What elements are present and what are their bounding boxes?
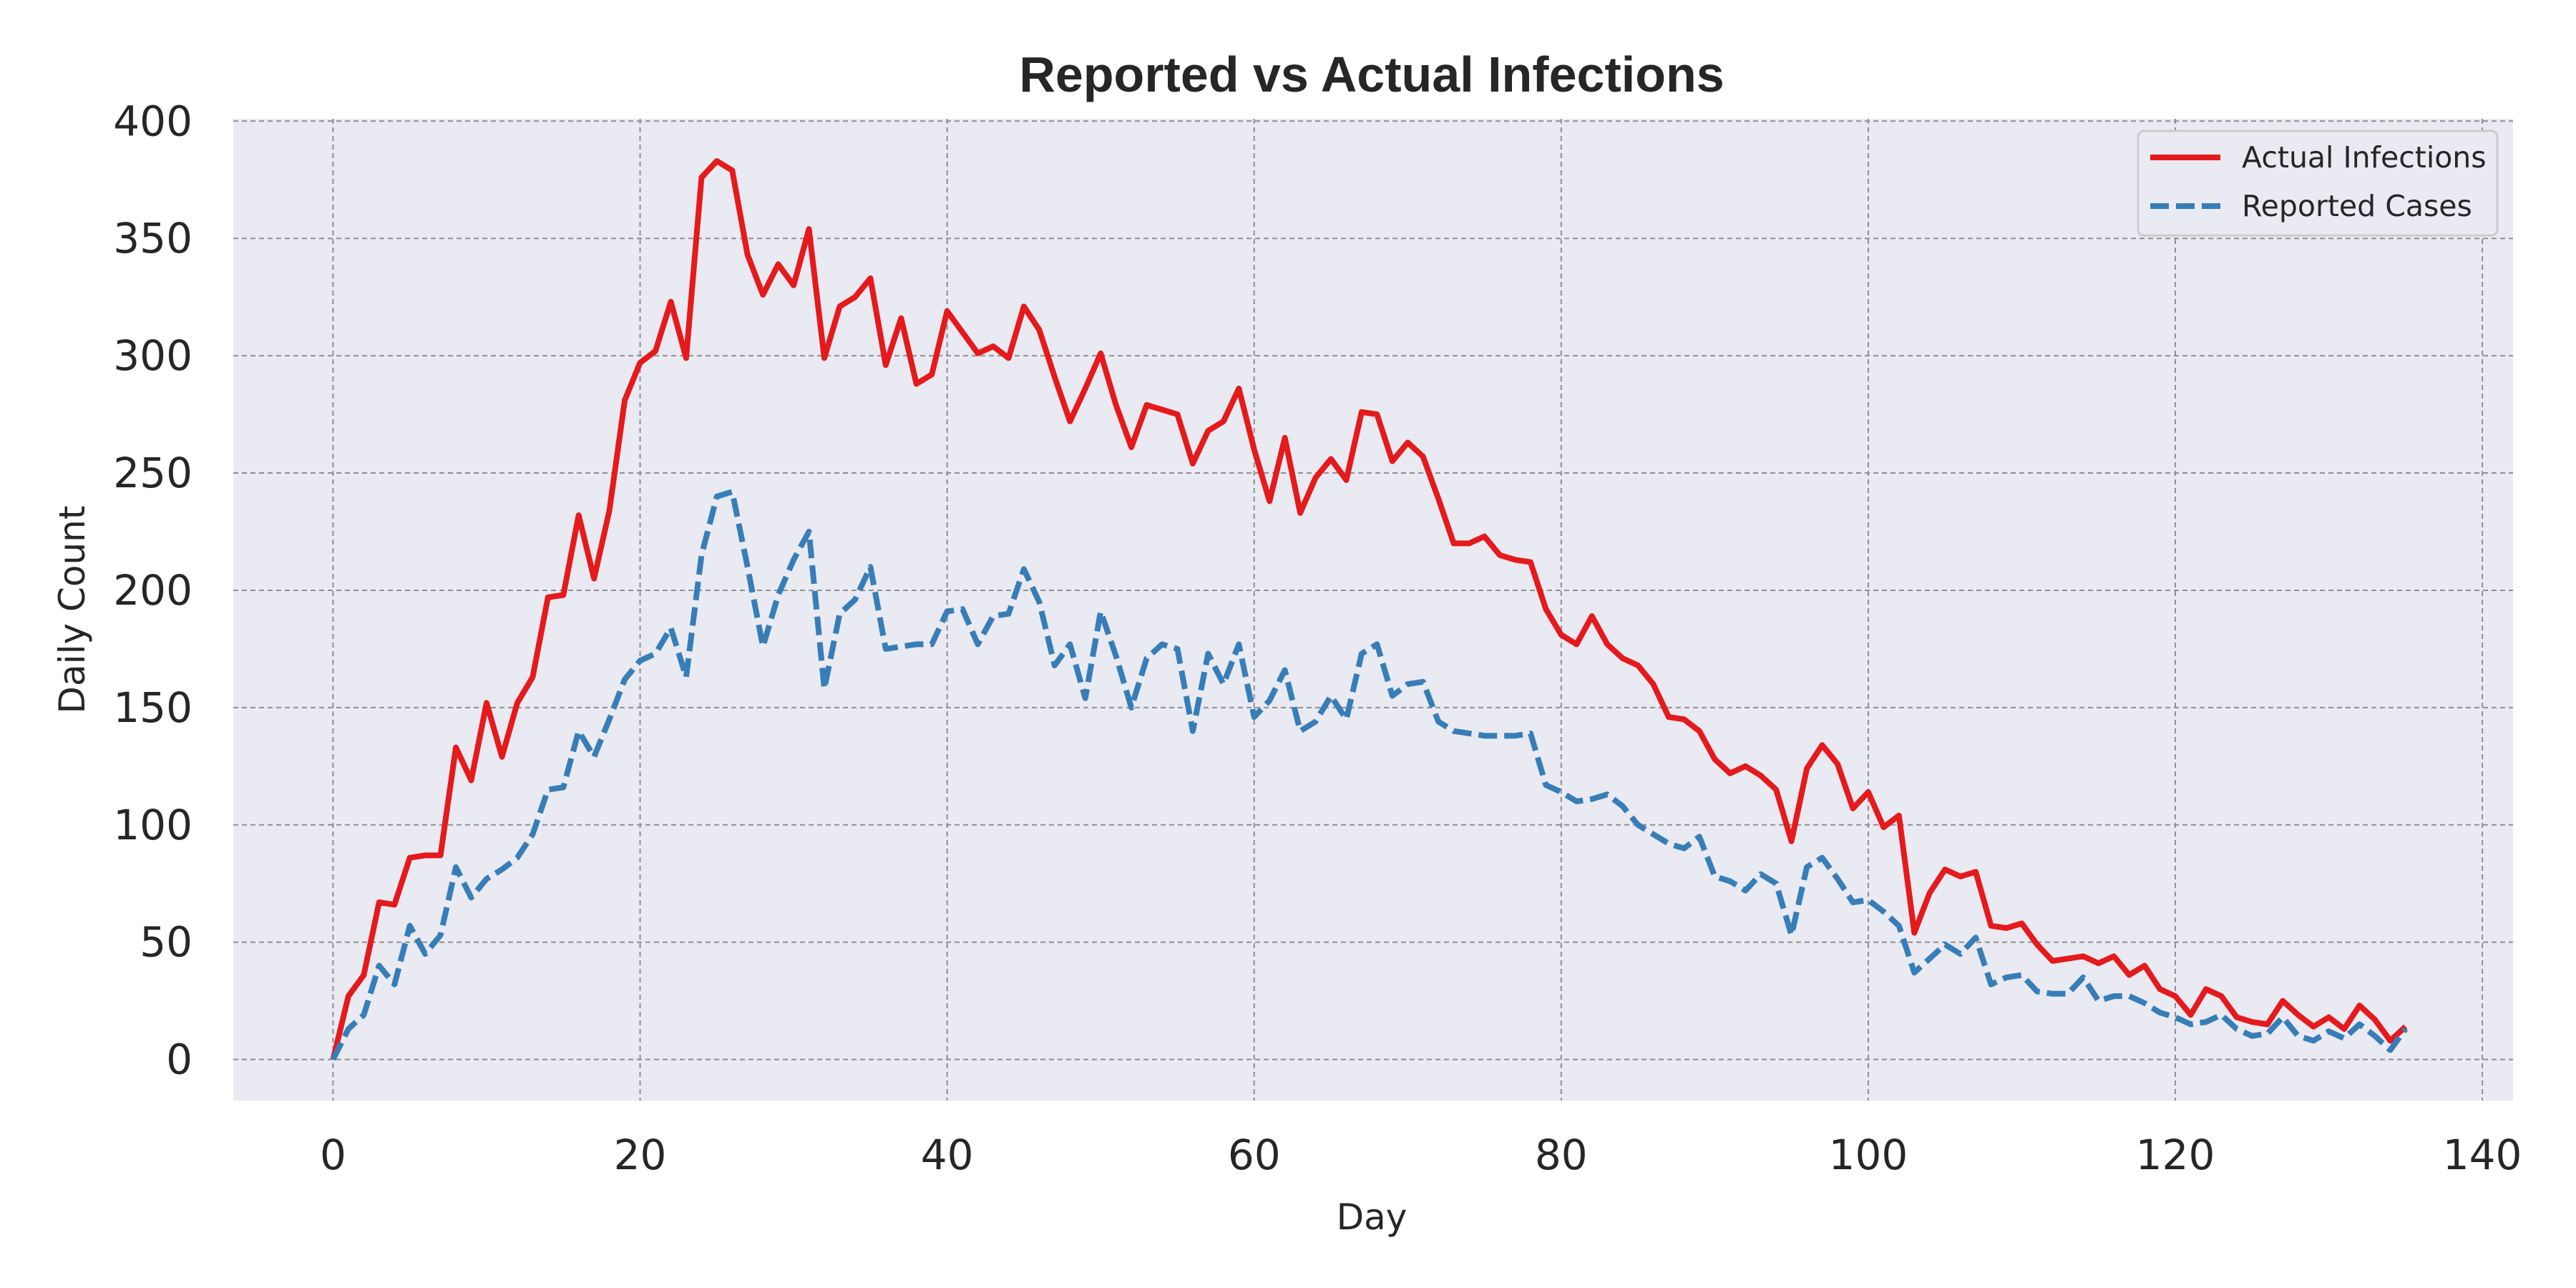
x-tick-label: 80 xyxy=(1535,1131,1588,1179)
x-tick-label: 40 xyxy=(921,1131,974,1179)
x-tick-label: 120 xyxy=(2136,1131,2215,1179)
y-tick-label: 50 xyxy=(140,918,192,967)
legend: Actual Infections Reported Cases xyxy=(2137,130,2499,237)
x-axis-label: Day xyxy=(1337,1196,1407,1238)
x-tick-label: 140 xyxy=(2443,1131,2522,1179)
x-tick-label: 20 xyxy=(614,1131,667,1179)
y-axis-label: Daily Count xyxy=(52,506,93,714)
plot-background xyxy=(233,119,2513,1101)
y-tick-label: 250 xyxy=(113,449,192,497)
y-tick-label: 100 xyxy=(113,801,192,849)
y-tick-labels: 0 50 100 150 200 250 300 350 400 xyxy=(113,97,192,1083)
legend-box xyxy=(2137,130,2499,237)
y-tick-label: 400 xyxy=(113,97,192,145)
series-lines xyxy=(330,158,2409,1061)
legend-label-actual-infections: Actual Infections xyxy=(2242,140,2487,175)
y-tick-label: 0 xyxy=(166,1035,192,1084)
y-tick-label: 300 xyxy=(113,331,192,380)
x-tick-labels: 0 20 40 60 80 100 120 140 xyxy=(320,1131,2522,1179)
chart-title: Reported vs Actual Infections xyxy=(1019,47,1724,102)
y-tick-label: 150 xyxy=(113,683,192,732)
legend-label-reported-cases: Reported Cases xyxy=(2242,189,2472,223)
series-line-reported-cases xyxy=(330,489,2409,1061)
x-tick-label: 0 xyxy=(320,1131,346,1179)
series-line-actual-infections xyxy=(330,158,2408,1060)
y-tick-label: 350 xyxy=(113,214,192,263)
x-tick-label: 100 xyxy=(1829,1131,1908,1179)
x-tick-label: 60 xyxy=(1228,1131,1281,1179)
y-tick-label: 200 xyxy=(113,566,192,615)
